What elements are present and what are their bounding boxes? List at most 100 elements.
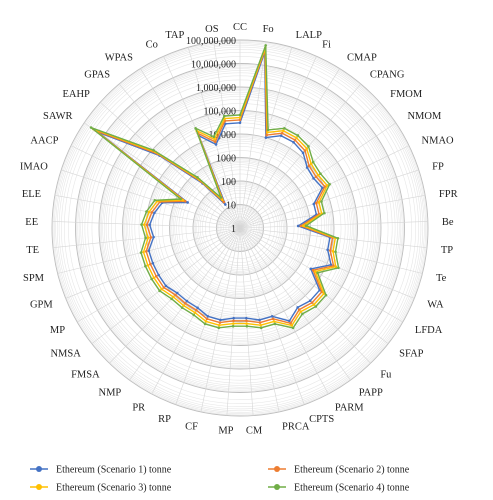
- data-point: [144, 250, 148, 253]
- category-label: TP: [441, 245, 453, 256]
- data-point: [160, 287, 163, 291]
- data-point: [147, 210, 151, 214]
- data-point: [307, 145, 310, 148]
- data-point: [195, 308, 198, 312]
- data-point: [323, 211, 326, 215]
- data-point: [214, 140, 217, 144]
- category-label: PAPP: [359, 387, 383, 398]
- category-label: CPTS: [309, 414, 334, 425]
- data-point: [299, 224, 303, 228]
- data-point: [266, 131, 269, 134]
- spoke-line: [239, 227, 415, 299]
- data-point: [313, 270, 317, 273]
- data-point: [270, 315, 274, 318]
- data-point: [180, 306, 184, 309]
- spoke-line: [83, 122, 241, 229]
- category-label: Fi: [322, 39, 331, 50]
- data-point: [162, 286, 166, 289]
- spoke-line: [239, 227, 351, 381]
- data-point: [293, 138, 297, 142]
- data-point: [217, 326, 221, 330]
- category-label: Be: [442, 217, 454, 228]
- data-point: [186, 201, 189, 204]
- category-label: TAP: [165, 30, 184, 41]
- data-point: [280, 131, 284, 135]
- data-point: [292, 140, 295, 144]
- data-point: [296, 224, 300, 228]
- category-label: LALP: [296, 30, 322, 41]
- spoke-line: [239, 169, 419, 229]
- spoke-line: [239, 41, 267, 229]
- data-point: [219, 318, 222, 322]
- spoke-line: [239, 227, 329, 395]
- data-point: [296, 306, 299, 309]
- data-point: [328, 249, 332, 252]
- category-label: WPAS: [105, 53, 133, 64]
- data-point: [310, 301, 314, 304]
- category-label: EE: [25, 217, 38, 228]
- data-point: [142, 250, 145, 254]
- spoke-line: [239, 221, 428, 229]
- data-point: [316, 271, 319, 275]
- category-label: GPM: [30, 300, 53, 311]
- data-point: [232, 322, 235, 325]
- tick-label: 1000: [216, 154, 236, 165]
- data-point: [312, 202, 316, 206]
- data-point: [213, 137, 216, 141]
- data-point: [321, 186, 324, 190]
- data-point: [146, 236, 150, 239]
- data-point: [279, 134, 283, 137]
- data-point: [151, 261, 155, 265]
- data-point: [283, 127, 286, 130]
- data-point: [312, 303, 316, 306]
- category-label: CF: [185, 422, 198, 433]
- data-point: [185, 299, 189, 303]
- data-point: [145, 210, 148, 213]
- tick-label: 1,000,000: [196, 83, 236, 94]
- category-label: WA: [427, 300, 444, 311]
- tick-label: 10,000: [209, 130, 237, 141]
- category-label: NMAO: [422, 135, 455, 146]
- data-point: [146, 263, 150, 267]
- data-point: [311, 160, 315, 164]
- data-point: [150, 211, 154, 214]
- data-point: [205, 317, 209, 321]
- spoke-line: [100, 101, 241, 229]
- category-label: FMOM: [390, 89, 423, 100]
- tick-labels: 1 10 100 1000 10,000 100,000 1,000,000 10,000,0…: [186, 36, 236, 235]
- data-point: [307, 164, 311, 168]
- data-point: [204, 320, 208, 323]
- data-point: [329, 263, 333, 267]
- data-point: [218, 321, 222, 324]
- data-point: [258, 318, 261, 322]
- data-point: [337, 266, 340, 270]
- data-point: [238, 121, 242, 125]
- legend-marker: [274, 466, 280, 472]
- data-point: [224, 203, 227, 206]
- category-label: LFDA: [415, 325, 443, 336]
- category-label: MP: [218, 426, 233, 437]
- data-point: [314, 175, 318, 179]
- data-point: [305, 147, 308, 150]
- data-point: [222, 114, 226, 118]
- legend: Ethereum (Scenario 1) tonne Ethereum (Sce…: [30, 465, 410, 494]
- data-point: [174, 293, 177, 297]
- data-point: [238, 113, 242, 117]
- data-point: [320, 200, 323, 203]
- data-point: [139, 251, 143, 254]
- data-point: [144, 236, 147, 240]
- spoke-line: [118, 83, 241, 229]
- data-point: [172, 295, 175, 299]
- grid-layer: [51, 39, 429, 417]
- category-label: FMSA: [71, 369, 100, 380]
- category-label: GPAS: [84, 69, 110, 80]
- data-point: [144, 264, 147, 268]
- data-point: [219, 196, 223, 199]
- data-point: [273, 322, 277, 326]
- category-label: RP: [158, 414, 171, 425]
- data-point: [291, 326, 295, 330]
- category-label: FP: [432, 162, 444, 173]
- data-point: [148, 223, 151, 227]
- data-point: [224, 122, 227, 126]
